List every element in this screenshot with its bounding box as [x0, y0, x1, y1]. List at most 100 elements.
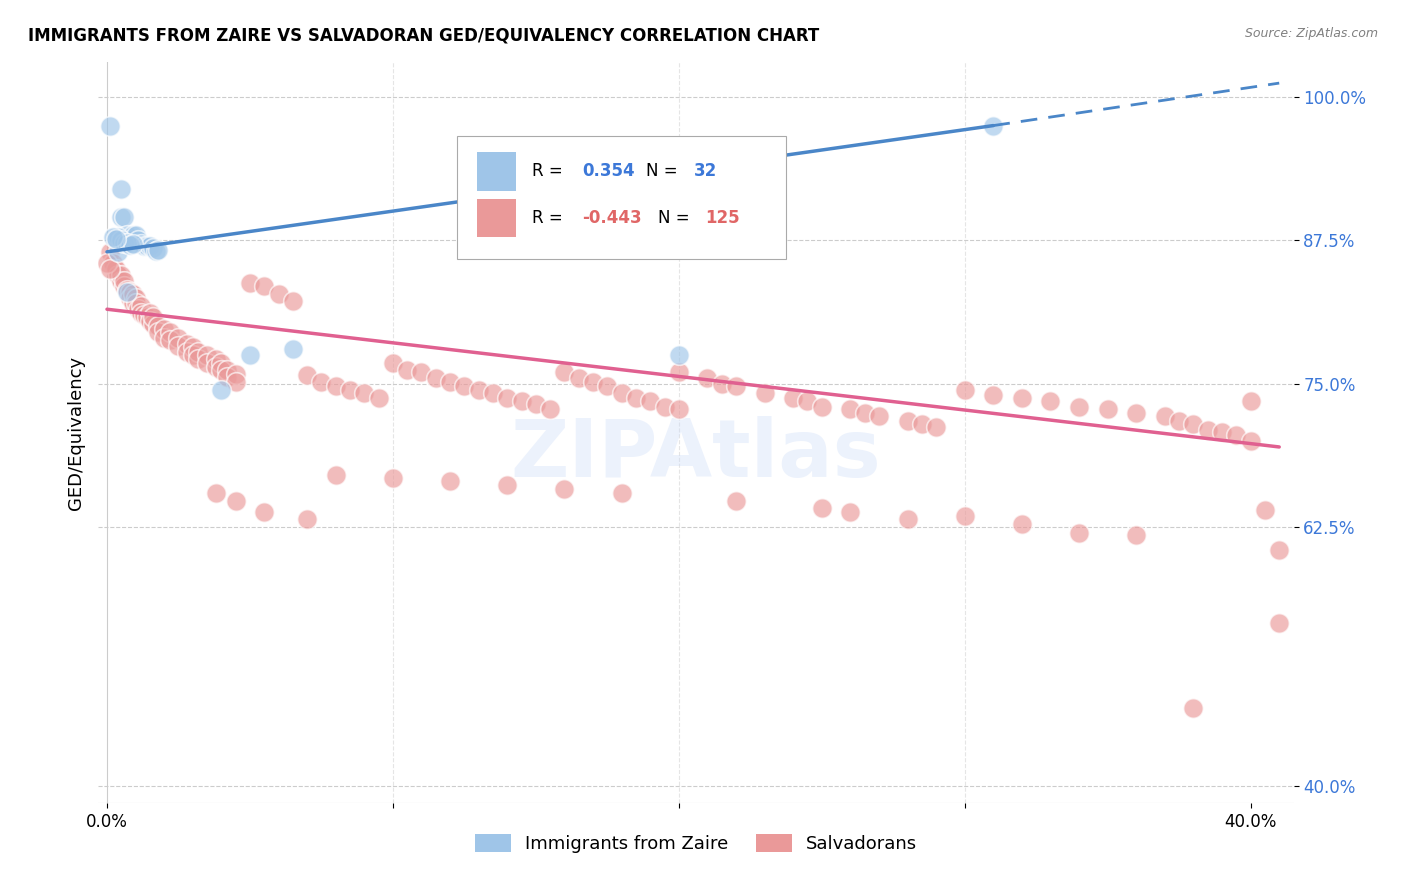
- Point: [868, 409, 890, 423]
- Point: [1182, 700, 1205, 714]
- Point: [810, 500, 832, 515]
- Point: [1239, 394, 1261, 409]
- Point: [187, 344, 209, 359]
- Point: [104, 262, 127, 277]
- Point: [311, 375, 333, 389]
- Point: [195, 348, 218, 362]
- Point: [225, 367, 247, 381]
- Point: [98, 119, 121, 133]
- Point: [724, 494, 747, 508]
- Point: [239, 348, 262, 362]
- Point: [339, 383, 361, 397]
- Point: [118, 238, 141, 252]
- Point: [131, 236, 153, 251]
- Point: [131, 306, 153, 320]
- Text: R =: R =: [533, 162, 568, 180]
- Point: [896, 512, 918, 526]
- Point: [127, 302, 149, 317]
- Point: [134, 308, 156, 322]
- Point: [181, 348, 204, 362]
- Point: [209, 383, 232, 397]
- FancyBboxPatch shape: [477, 152, 516, 191]
- Point: [911, 417, 934, 431]
- Text: 32: 32: [693, 162, 717, 180]
- Point: [148, 319, 170, 334]
- Point: [381, 356, 404, 370]
- Point: [139, 306, 162, 320]
- Point: [796, 394, 818, 409]
- Point: [482, 386, 505, 401]
- Point: [115, 227, 138, 242]
- Point: [131, 299, 153, 313]
- Point: [1254, 503, 1277, 517]
- Point: [1268, 615, 1291, 630]
- Text: N =: N =: [645, 162, 683, 180]
- Point: [754, 386, 776, 401]
- Point: [167, 331, 190, 345]
- Point: [553, 365, 575, 379]
- Point: [638, 394, 661, 409]
- Point: [953, 383, 976, 397]
- Point: [439, 375, 461, 389]
- Point: [159, 333, 181, 347]
- Point: [204, 351, 226, 366]
- Point: [353, 386, 375, 401]
- Point: [124, 296, 146, 310]
- Text: 125: 125: [706, 209, 740, 227]
- Point: [112, 273, 135, 287]
- Point: [253, 279, 276, 293]
- Point: [112, 235, 135, 250]
- Point: [145, 244, 167, 258]
- Point: [925, 420, 948, 434]
- Point: [110, 233, 132, 247]
- Point: [568, 371, 591, 385]
- Point: [148, 243, 170, 257]
- Point: [1125, 528, 1147, 542]
- Point: [668, 402, 690, 417]
- Point: [153, 322, 176, 336]
- Point: [136, 310, 159, 325]
- Point: [1168, 413, 1191, 427]
- Point: [118, 285, 141, 299]
- Point: [195, 356, 218, 370]
- Point: [853, 405, 876, 419]
- Point: [139, 239, 162, 253]
- Point: [839, 402, 862, 417]
- Point: [204, 486, 226, 500]
- Point: [110, 268, 132, 282]
- Point: [411, 365, 433, 379]
- Point: [981, 388, 1004, 402]
- Point: [610, 386, 633, 401]
- Point: [118, 291, 141, 305]
- Point: [724, 379, 747, 393]
- Point: [253, 505, 276, 519]
- Point: [115, 235, 138, 250]
- Point: [104, 232, 127, 246]
- Point: [181, 340, 204, 354]
- Point: [209, 363, 232, 377]
- Point: [1011, 391, 1033, 405]
- FancyBboxPatch shape: [477, 199, 516, 237]
- Point: [467, 383, 489, 397]
- Point: [696, 371, 718, 385]
- Point: [142, 310, 165, 325]
- Point: [217, 363, 239, 377]
- Point: [367, 391, 389, 405]
- Text: -0.443: -0.443: [582, 209, 643, 227]
- Point: [107, 268, 129, 282]
- Point: [610, 486, 633, 500]
- Point: [121, 287, 143, 301]
- Point: [107, 230, 129, 244]
- Point: [124, 291, 146, 305]
- Point: [101, 256, 124, 270]
- Point: [1011, 516, 1033, 531]
- Point: [136, 239, 159, 253]
- Point: [710, 376, 733, 391]
- Point: [524, 397, 547, 411]
- Point: [381, 471, 404, 485]
- Point: [176, 344, 198, 359]
- Point: [325, 379, 347, 393]
- Point: [142, 241, 165, 255]
- Point: [281, 343, 304, 357]
- Point: [142, 317, 165, 331]
